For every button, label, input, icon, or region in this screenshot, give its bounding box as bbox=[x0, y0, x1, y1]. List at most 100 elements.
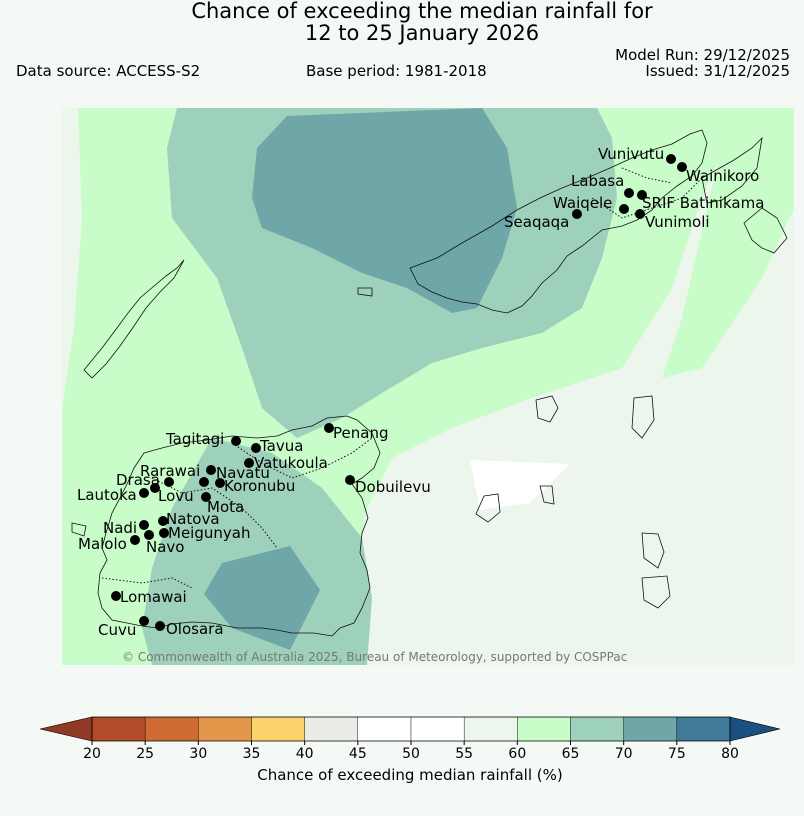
kadavu-islands bbox=[641, 575, 671, 609]
colorbar-block bbox=[91, 716, 146, 742]
colorbar-tick-label: 30 bbox=[189, 746, 207, 762]
station-penang: Penang bbox=[324, 423, 388, 442]
zone-50-55 bbox=[470, 460, 570, 510]
station-olosara: Olosara bbox=[155, 620, 224, 638]
station-tavua: Tavua bbox=[251, 437, 303, 455]
issued-date: Issued: 31/12/2025 bbox=[645, 62, 790, 80]
colorbar-tick-label: 20 bbox=[83, 746, 101, 762]
station-label: Navatu bbox=[216, 464, 270, 482]
station-dot bbox=[619, 204, 629, 214]
colorbar-block bbox=[463, 716, 518, 742]
mamanuca-islets bbox=[71, 522, 87, 537]
viti-levu-coast bbox=[97, 415, 381, 637]
title-line-2: 12 to 25 January 2026 bbox=[304, 21, 540, 45]
namena bbox=[357, 287, 373, 297]
model-run: Model Run: 29/12/2025 bbox=[615, 46, 790, 64]
station-label: Labasa bbox=[571, 172, 624, 190]
station-dot bbox=[244, 458, 254, 468]
colorbar-tick-label: 25 bbox=[136, 746, 154, 762]
station-label: Meigunyah bbox=[168, 524, 250, 542]
title-line-1: Chance of exceeding the median rainfall … bbox=[191, 0, 653, 23]
colorbar-block bbox=[198, 716, 252, 742]
colorbar-block bbox=[410, 716, 465, 742]
colorbar-tick-label: 55 bbox=[455, 746, 473, 762]
station-dobuilevu: Dobuilevu bbox=[345, 475, 431, 496]
station-lovu: Lovu bbox=[158, 477, 194, 505]
station-dot bbox=[159, 528, 169, 538]
station-dot bbox=[144, 530, 154, 540]
colorbar-block bbox=[570, 716, 624, 742]
station-dot bbox=[139, 488, 149, 498]
station-label: SRIF Batinikama bbox=[642, 194, 764, 212]
station-label: Wainikoro bbox=[686, 167, 759, 185]
rainfall-map: Vunivutu Wainikoro Labasa SRIF Batinikam… bbox=[62, 108, 794, 665]
station-dot bbox=[572, 209, 582, 219]
station-label: Olosara bbox=[166, 620, 224, 638]
station-label: Lautoka bbox=[77, 486, 137, 504]
station-label: Seaqaqa bbox=[504, 213, 569, 231]
colorbar-block bbox=[676, 716, 731, 742]
station-drasa: Drasa bbox=[116, 471, 160, 493]
station-markers: Vunivutu Wainikoro Labasa SRIF Batinikam… bbox=[77, 145, 764, 639]
station-natova: Natova bbox=[158, 510, 220, 528]
station-label: Dobuilevu bbox=[355, 478, 431, 496]
station-dot bbox=[666, 154, 676, 164]
station-malolo: Malolo bbox=[78, 535, 140, 553]
station-nadi: Nadi bbox=[103, 519, 149, 537]
station-label: Rarawai bbox=[140, 462, 200, 480]
ovalau bbox=[535, 395, 559, 423]
station-dot bbox=[158, 516, 168, 526]
station-dot bbox=[637, 190, 647, 200]
station-mota: Mota bbox=[201, 492, 244, 516]
station-dot bbox=[139, 616, 149, 626]
district-boundaries bbox=[101, 167, 703, 589]
station-label: Vatukoula bbox=[254, 454, 328, 472]
colorbar-ticks: 20 25 30 35 40 45 50 55 60 65 70 75 80 bbox=[83, 741, 739, 762]
nairai-island bbox=[641, 532, 665, 569]
station-label: Tagitagi bbox=[165, 430, 224, 448]
station-label: Tavua bbox=[259, 437, 303, 455]
station-label: Koronubu bbox=[224, 477, 295, 495]
colorbar-tick-label: 70 bbox=[615, 746, 633, 762]
station-srif-batinikama: SRIF Batinikama bbox=[637, 190, 764, 212]
station-meigunyah: Meigunyah bbox=[159, 524, 250, 542]
copyright-text: © Commonwealth of Australia 2025, Bureau… bbox=[122, 650, 627, 664]
station-koronubu: Koronubu bbox=[215, 477, 295, 495]
station-dot bbox=[201, 492, 211, 502]
colorbar-tick-label: 35 bbox=[243, 746, 261, 762]
station-label: Nadi bbox=[103, 519, 137, 537]
station-labasa: Labasa bbox=[571, 172, 634, 198]
station-waiqele: Waiqele bbox=[553, 194, 629, 214]
station-dot bbox=[111, 591, 121, 601]
station-dot bbox=[624, 188, 634, 198]
colorbar-over-arrow bbox=[729, 716, 781, 742]
station-dot bbox=[324, 423, 334, 433]
station-dot bbox=[635, 209, 645, 219]
colorbar: 20 25 30 35 40 45 50 55 60 65 70 75 80 bbox=[39, 716, 781, 762]
colorbar-label: Chance of exceeding median rainfall (%) bbox=[257, 766, 563, 784]
colorbar-block bbox=[251, 716, 305, 742]
station-navatu: Navatu bbox=[199, 464, 270, 487]
station-seaqaqa: Seaqaqa bbox=[504, 209, 582, 231]
colorbar-blocks bbox=[91, 716, 731, 742]
colorbar-block bbox=[357, 716, 412, 742]
station-lomawai: Lomawai bbox=[111, 588, 187, 606]
coastlines bbox=[71, 129, 788, 637]
colorbar-block bbox=[517, 716, 571, 742]
station-label: Mota bbox=[207, 498, 244, 516]
station-wainikoro: Wainikoro bbox=[677, 162, 759, 185]
station-label: Waiqele bbox=[553, 194, 612, 212]
zone-65-70-south bbox=[142, 438, 372, 665]
gau-island bbox=[475, 493, 501, 523]
station-dot bbox=[199, 477, 209, 487]
station-label: Malolo bbox=[78, 535, 127, 553]
station-dot bbox=[206, 465, 216, 475]
station-dot bbox=[215, 478, 225, 488]
data-source: Data source: ACCESS-S2 bbox=[16, 62, 201, 80]
taveuni-coast bbox=[701, 136, 763, 204]
colorbar-under-arrow bbox=[39, 716, 93, 742]
colorbar-block bbox=[304, 716, 359, 742]
station-dot bbox=[150, 483, 160, 493]
colorbar-block bbox=[623, 716, 678, 742]
zone-70-75-south bbox=[204, 546, 320, 650]
